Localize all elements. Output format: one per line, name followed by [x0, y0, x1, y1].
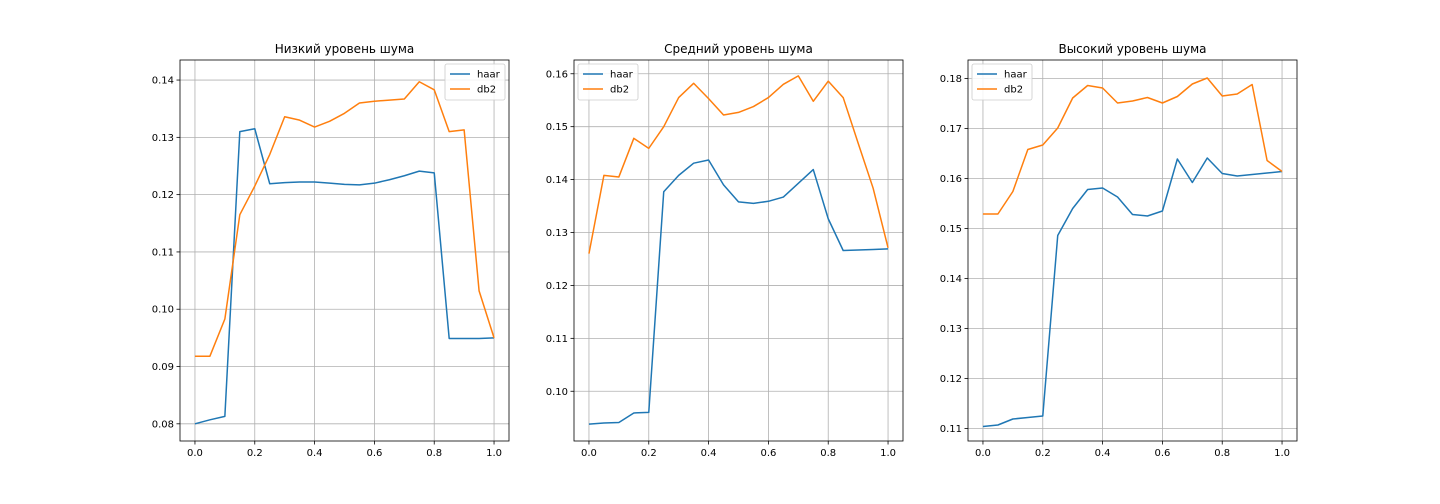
y-tick-label: 0.14 — [152, 76, 174, 87]
x-tick-label: 0.0 — [581, 448, 597, 459]
y-tick-label: 0.13 — [546, 228, 568, 239]
series-line-haar — [588, 159, 889, 425]
x-tick-label: 0.8 — [1214, 448, 1230, 459]
legend-label-db2: db2 — [1004, 85, 1023, 96]
series-line-haar — [194, 128, 495, 425]
x-tick-label: 0.6 — [1154, 448, 1170, 459]
y-tick-label: 0.13 — [940, 324, 962, 335]
x-tick-label: 1.0 — [486, 448, 502, 459]
y-tick-label: 0.11 — [546, 334, 568, 345]
legend-box — [971, 63, 1033, 101]
subplot-low-noise: 0.0 0.2 0.4 0.6 0.8 1.0 0.08 0.09 0.10 0.11 0.12 0.… — [152, 42, 510, 459]
x-tick-label: 0.4 — [307, 448, 323, 459]
y-tick-label: 0.13 — [152, 133, 174, 144]
series-line-haar — [982, 157, 1283, 428]
y-tick-label: 0.14 — [546, 175, 568, 186]
x-tick-label: 0.6 — [760, 448, 776, 459]
axes-frame — [967, 59, 1298, 442]
x-tick-label: 0.8 — [426, 448, 442, 459]
legend-box — [444, 63, 506, 101]
y-tick-label: 0.12 — [940, 374, 962, 385]
y-tick-label: 0.16 — [546, 69, 568, 80]
y-tick-label: 0.15 — [940, 224, 962, 235]
subplot-high-noise: 0.0 0.2 0.4 0.6 0.8 1.0 0.11 0.12 0.13 0.14 0.15 0.… — [940, 42, 1298, 459]
series-line-db2 — [982, 77, 1283, 215]
axes-frame — [179, 59, 510, 442]
legend: haar db2 — [444, 63, 506, 101]
subplot-medium-noise: 0.0 0.2 0.4 0.6 0.8 1.0 0.10 0.11 0.12 0.13 0.14 0.… — [546, 42, 904, 459]
x-tick-label: 0.6 — [366, 448, 382, 459]
x-tick-label: 0.2 — [1035, 448, 1051, 459]
series-line-db2 — [194, 81, 495, 357]
y-tick-label: 0.10 — [546, 387, 568, 398]
y-tick-label: 0.16 — [940, 174, 962, 185]
y-tick-label: 0.11 — [940, 424, 962, 435]
x-tick-label: 0.2 — [641, 448, 657, 459]
y-tick-label: 0.15 — [546, 122, 568, 133]
x-tick-label: 0.0 — [975, 448, 991, 459]
x-tick-label: 1.0 — [880, 448, 896, 459]
legend-label-db2: db2 — [477, 85, 496, 96]
y-tick-label: 0.09 — [152, 362, 174, 373]
x-tick-label: 0.0 — [187, 448, 203, 459]
series-line-db2 — [588, 75, 889, 254]
legend-label-db2: db2 — [610, 85, 629, 96]
y-tick-label: 0.14 — [940, 274, 962, 285]
chart-title: Низкий уровень шума — [275, 42, 415, 56]
legend-label-haar: haar — [1004, 70, 1028, 81]
x-tick-label: 1.0 — [1274, 448, 1290, 459]
y-tick-label: 0.12 — [152, 190, 174, 201]
y-tick-label: 0.08 — [152, 419, 174, 430]
y-tick-label: 0.12 — [546, 281, 568, 292]
chart-title: Средний уровень шума — [664, 42, 813, 56]
x-tick-label: 0.8 — [820, 448, 836, 459]
y-tick-label: 0.10 — [152, 305, 174, 316]
axes-frame — [573, 59, 904, 442]
x-tick-label: 0.2 — [247, 448, 263, 459]
chart-title: Высокий уровень шума — [1058, 42, 1206, 56]
legend-label-haar: haar — [477, 70, 501, 81]
y-tick-label: 0.11 — [152, 247, 174, 258]
legend-label-haar: haar — [610, 70, 634, 81]
legend-box — [577, 63, 639, 101]
legend: haar db2 — [577, 63, 639, 101]
y-tick-label: 0.18 — [940, 74, 962, 85]
y-tick-label: 0.17 — [940, 124, 962, 135]
legend: haar db2 — [971, 63, 1033, 101]
x-tick-label: 0.4 — [1095, 448, 1111, 459]
x-tick-label: 0.4 — [701, 448, 717, 459]
